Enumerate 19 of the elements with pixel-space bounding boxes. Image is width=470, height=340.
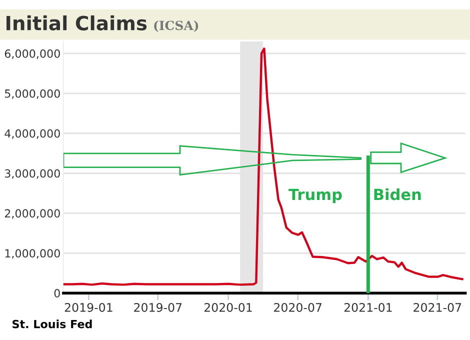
y-tick-label: 5,000,000 <box>4 89 60 99</box>
y-tick-label: 3,000,000 <box>4 169 60 179</box>
chart-title: Initial Claims <box>6 15 147 30</box>
x-tick-label: 2019-07 <box>134 303 182 312</box>
x-tick-label: 2021-07 <box>414 303 462 312</box>
x-tick-label: 2020-01 <box>204 303 252 312</box>
chart-subtitle: (ICSA) <box>154 20 198 32</box>
annotation: Trump <box>288 188 342 204</box>
x-tick-label: 2021-01 <box>344 303 392 312</box>
y-tick-label: 6,000,000 <box>4 49 60 59</box>
annotation: Biden <box>374 188 421 200</box>
x-tick-label: 2019-01 <box>64 303 112 312</box>
y-tick-label: 1,000,000 <box>5 249 60 259</box>
x-tick-label: 2020-07 <box>274 303 322 312</box>
y-tick-label: 0 <box>54 289 60 298</box>
y-tick-label: 4,000,000 <box>4 129 60 139</box>
text: St. Louis Fed <box>12 320 92 328</box>
line-series <box>63 48 464 286</box>
y-tick-label: 2,000,000 <box>4 209 60 219</box>
